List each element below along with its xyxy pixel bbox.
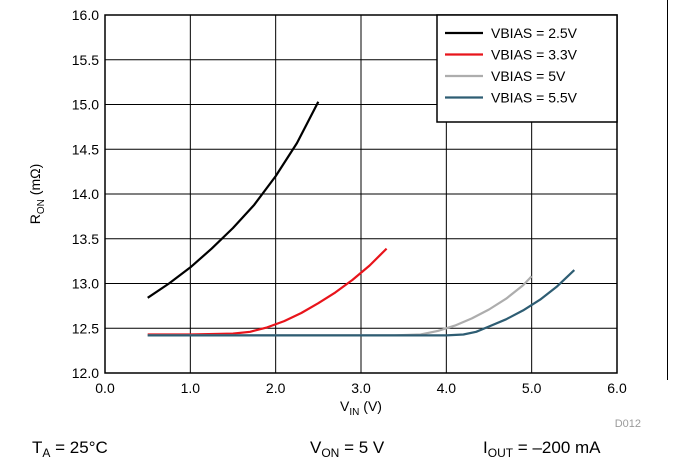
x-axis-title: VIN (V)	[340, 398, 382, 418]
legend-label: VBIAS = 2.5V	[491, 25, 578, 41]
series-line	[147, 247, 388, 336]
y-tick-label: 13.5	[72, 231, 99, 247]
x-tick-labels: 0.0 1.0 2.0 3.0 4.0 5.0 6.0	[95, 380, 627, 396]
legend-label: VBIAS = 5.5V	[491, 90, 578, 106]
y-tick-label: 13.0	[72, 276, 99, 292]
y-tick-labels: 12.0 12.5 13.0 13.5 14.0 14.5 15.0 15.5 16.0	[72, 7, 99, 381]
condition-text: VON = 5 V	[310, 438, 385, 460]
x-tick-label: 6.0	[607, 380, 627, 396]
series-line	[147, 101, 320, 299]
test-conditions: TA = 25°C VON = 5 V IOUT = –200 mA	[32, 438, 601, 460]
x-tick-label: 2.0	[266, 380, 286, 396]
y-tick-label: 12.0	[72, 365, 99, 381]
legend: VBIAS = 2.5V VBIAS = 3.3V VBIAS = 5V VBIAS …	[436, 14, 618, 123]
page-border-line	[667, 0, 668, 380]
series-line	[147, 269, 576, 337]
y-tick-label: 15.0	[72, 97, 99, 113]
condition-text: IOUT = –200 mA	[483, 438, 601, 460]
x-tick-label: 4.0	[437, 380, 457, 396]
x-tick-label: 5.0	[522, 380, 542, 396]
y-tick-label: 15.5	[72, 52, 99, 68]
y-tick-label: 14.0	[72, 186, 99, 202]
figure-code: D012	[615, 418, 641, 430]
y-tick-label: 16.0	[72, 7, 99, 23]
condition-text: TA = 25°C	[32, 438, 108, 460]
legend-label: VBIAS = 3.3V	[491, 47, 578, 63]
series-lines	[147, 101, 576, 337]
y-tick-label: 14.5	[72, 141, 99, 157]
y-tick-label: 12.5	[72, 320, 99, 336]
x-tick-label: 0.0	[95, 380, 115, 396]
plot-frame	[104, 14, 618, 374]
legend-label: VBIAS = 5V	[491, 68, 566, 84]
grid	[105, 15, 617, 373]
x-tick-label: 3.0	[351, 380, 371, 396]
y-axis-title: RON (mΩ)	[27, 164, 47, 224]
x-tick-label: 1.0	[181, 380, 201, 396]
series-line	[147, 275, 533, 337]
